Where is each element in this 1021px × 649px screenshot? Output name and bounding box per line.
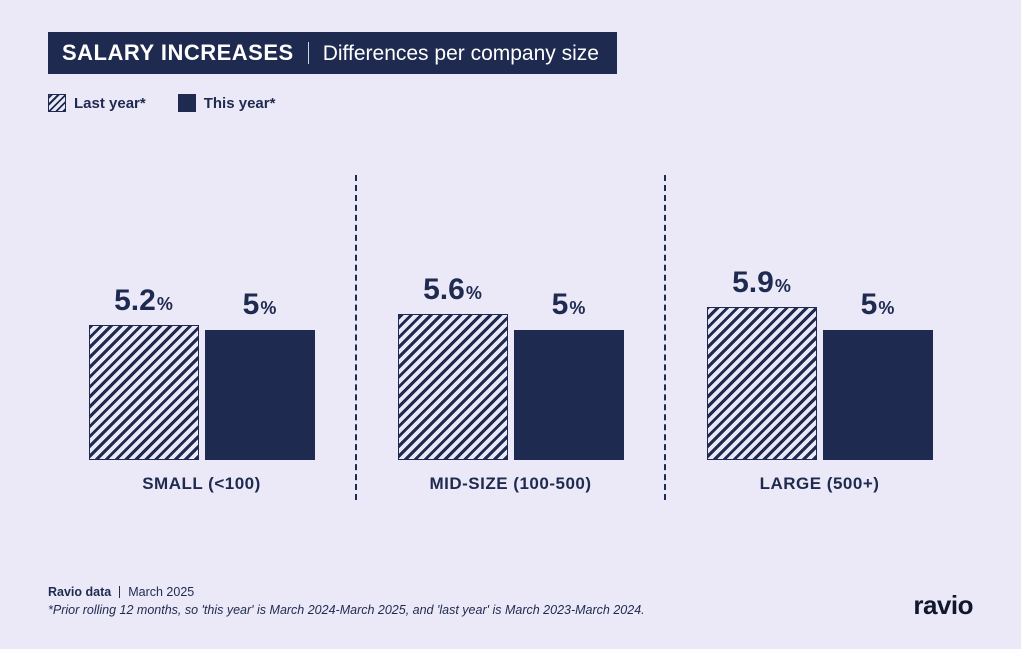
bar-value: 5.2	[114, 284, 156, 317]
bar-this-year: 5%	[514, 330, 624, 460]
bar-last-year: 5.9%	[707, 307, 817, 460]
footer-source: Ravio data	[48, 585, 111, 599]
bar-last-year: 5.2%	[89, 325, 199, 460]
legend-label: This year*	[204, 95, 276, 112]
title-subtitle: Differences per company size	[323, 42, 599, 66]
title-bar: SALARY INCREASES Differences per company…	[48, 32, 617, 74]
bar-value: 5.6	[423, 273, 465, 306]
hatched-swatch-icon	[48, 94, 66, 112]
bar-unit: %	[775, 276, 791, 296]
panel-category-label: MID-SIZE (100-500)	[357, 474, 664, 494]
solid-swatch-icon	[178, 94, 196, 112]
title-main: SALARY INCREASES	[62, 40, 294, 66]
bar-unit: %	[260, 298, 276, 318]
bar-last-year: 5.6%	[398, 314, 508, 460]
title-divider	[308, 42, 309, 64]
bar-value: 5	[552, 288, 569, 321]
chart-panel: 5.9%5%LARGE (500+)	[664, 175, 973, 500]
bar-value: 5.9	[732, 266, 774, 299]
footer-date: March 2025	[128, 585, 194, 599]
bar-unit: %	[157, 294, 173, 314]
bar-unit: %	[466, 283, 482, 303]
bar-value: 5	[861, 288, 878, 321]
bar-unit: %	[569, 298, 585, 318]
bar-value-label: 5%	[205, 288, 315, 322]
panel-category-label: SMALL (<100)	[48, 474, 355, 494]
bar-value-label: 5%	[823, 288, 933, 322]
bar-value-label: 5.9%	[708, 266, 816, 300]
bar-group: 5.2%5%	[48, 325, 355, 460]
footer: Ravio data March 2025 *Prior rolling 12 …	[48, 585, 645, 617]
legend-item-last-year: Last year*	[48, 94, 146, 112]
footer-source-line: Ravio data March 2025	[48, 585, 645, 599]
footer-note: *Prior rolling 12 months, so 'this year'…	[48, 603, 645, 617]
chart-panel: 5.2%5%SMALL (<100)	[48, 175, 355, 500]
bar-this-year: 5%	[205, 330, 315, 460]
bar-value-label: 5.6%	[399, 273, 507, 307]
bar-group: 5.9%5%	[666, 307, 973, 460]
footer-divider	[119, 586, 120, 598]
bar-this-year: 5%	[823, 330, 933, 460]
legend: Last year* This year*	[48, 94, 275, 112]
legend-label: Last year*	[74, 95, 146, 112]
chart-area: 5.2%5%SMALL (<100)5.6%5%MID-SIZE (100-50…	[48, 175, 973, 500]
brand-logo: ravio	[913, 590, 973, 621]
bar-unit: %	[878, 298, 894, 318]
bar-group: 5.6%5%	[357, 314, 664, 460]
bar-value: 5	[243, 288, 260, 321]
bar-value-label: 5%	[514, 288, 624, 322]
panel-category-label: LARGE (500+)	[666, 474, 973, 494]
legend-item-this-year: This year*	[178, 94, 276, 112]
chart-panel: 5.6%5%MID-SIZE (100-500)	[355, 175, 664, 500]
bar-value-label: 5.2%	[90, 284, 198, 318]
